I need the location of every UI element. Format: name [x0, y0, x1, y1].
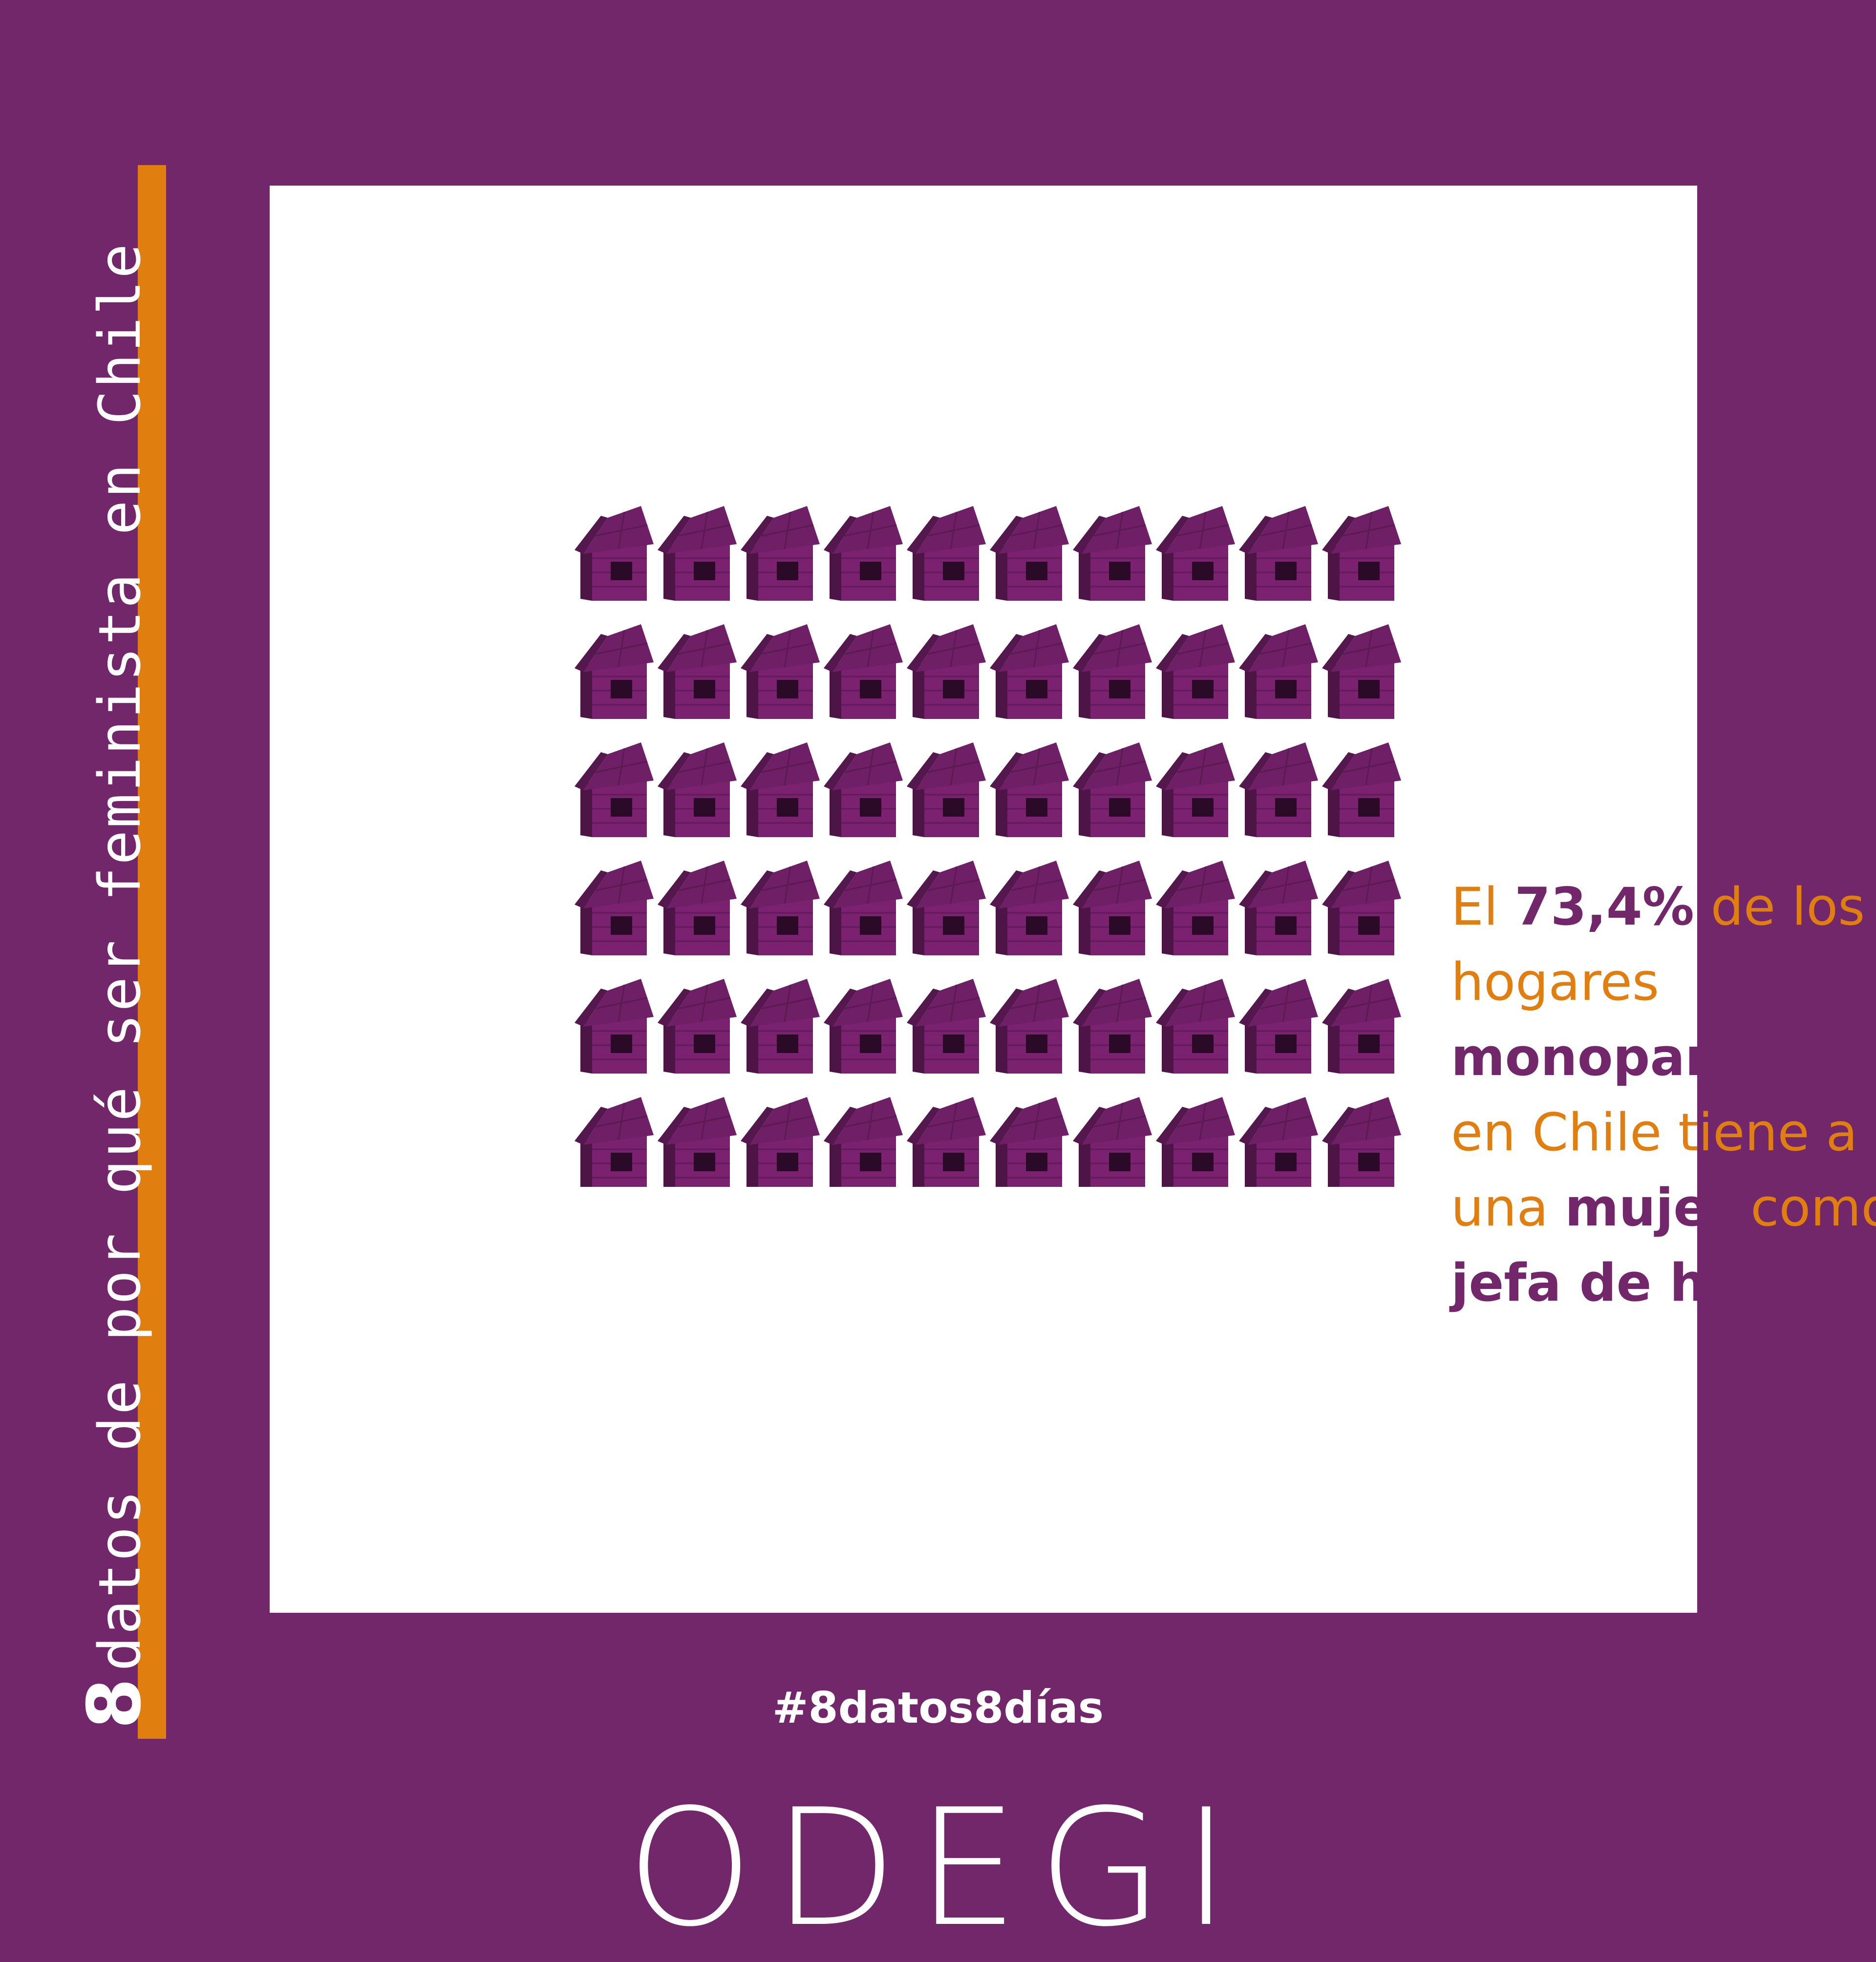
house-icon-highlighted	[907, 861, 986, 955]
house-icon-highlighted	[990, 742, 1069, 837]
house-icon-highlighted	[1239, 742, 1318, 837]
house-icon-highlighted	[575, 742, 654, 837]
house-icon-highlighted	[575, 861, 654, 955]
house-icon-highlighted	[824, 624, 903, 719]
house-icon-highlighted	[824, 742, 903, 837]
side-title-text: datos de por qué ser feminista en Chile	[86, 241, 153, 1671]
house-icon-highlighted	[658, 742, 737, 837]
house-icon-highlighted	[1073, 979, 1152, 1074]
house-icon-highlighted	[741, 742, 820, 837]
house-icon-highlighted	[1156, 979, 1235, 1074]
house-icon-highlighted	[907, 506, 986, 601]
house-icon-highlighted	[1073, 742, 1152, 837]
house-icon-highlighted	[1239, 979, 1318, 1074]
house-icon-highlighted	[658, 979, 737, 1074]
house-icon-highlighted	[1073, 624, 1152, 719]
house-icon-highlighted	[741, 979, 820, 1074]
house-icon-highlighted	[907, 624, 986, 719]
house-icon-highlighted	[1239, 506, 1318, 601]
house-icon-highlighted	[1239, 861, 1318, 955]
house-icon-highlighted	[990, 506, 1069, 601]
house-icon-highlighted	[1322, 742, 1401, 837]
house-icon-highlighted	[824, 1097, 903, 1187]
house-icon-highlighted	[741, 861, 820, 955]
house-icon-highlighted	[658, 506, 737, 601]
side-title: 8datos de por qué ser feminista en Chile	[68, 242, 166, 1729]
house-icon-highlighted	[824, 506, 903, 601]
house-icon-highlighted	[990, 624, 1069, 719]
house-icon-highlighted	[990, 861, 1069, 955]
house-icon-highlighted	[1239, 1097, 1318, 1187]
house-icon-highlighted	[1322, 1097, 1401, 1187]
house-icon-highlighted	[741, 1097, 820, 1187]
stat-text-part: como	[1750, 1178, 1876, 1238]
house-icon-highlighted	[741, 624, 820, 719]
house-icon-highlighted	[1322, 861, 1401, 955]
house-icon-highlighted	[1156, 506, 1235, 601]
house-icon-highlighted	[1156, 624, 1235, 719]
house-icon-highlighted	[907, 742, 986, 837]
house-icon-highlighted	[1322, 624, 1401, 719]
house-icon-highlighted	[824, 979, 903, 1074]
stat-text-part: de los hogares	[1451, 877, 1865, 1012]
stat-text: El 73,4% de los hogares monoparentales e…	[1451, 869, 1876, 1321]
content-panel: El 73,4% de los hogares monoparentales e…	[270, 186, 1876, 1613]
house-icon-highlighted	[907, 1097, 986, 1187]
stat-text-part: El	[1451, 877, 1515, 937]
house-icon-highlighted	[990, 1097, 1069, 1187]
waffle-chart	[575, 506, 1401, 1187]
stat-highlight: monoparentales	[1451, 1027, 1876, 1087]
house-icon-highlighted	[1322, 979, 1401, 1074]
house-icon-highlighted	[575, 506, 654, 601]
house-icon-highlighted	[1322, 506, 1401, 601]
house-icon-highlighted	[1073, 1097, 1152, 1187]
house-icon-highlighted	[575, 979, 654, 1074]
house-icon-highlighted	[1073, 506, 1152, 601]
stat-highlight: jefa de hogar	[1451, 1253, 1840, 1313]
house-icon-highlighted	[575, 1097, 654, 1187]
stat-percent: 73,4%	[1514, 877, 1694, 937]
house-icon-highlighted	[1239, 624, 1318, 719]
house-icon-highlighted	[1156, 742, 1235, 837]
house-icon-highlighted	[990, 979, 1069, 1074]
house-icon-highlighted	[907, 979, 986, 1074]
house-icon-highlighted	[658, 1097, 737, 1187]
house-icon-highlighted	[575, 624, 654, 719]
house-icon-highlighted	[1156, 1097, 1235, 1187]
stat-highlight: mujer	[1565, 1178, 1734, 1238]
stat-text-part: en Chile tiene a una	[1451, 1102, 1858, 1238]
odegi-logo: ODEGI	[626, 1774, 1250, 1962]
house-icon-highlighted	[1073, 861, 1152, 955]
house-icon-highlighted	[824, 861, 903, 955]
side-accent-bar	[138, 165, 166, 1739]
house-icon-highlighted	[658, 861, 737, 955]
house-icon-highlighted	[1156, 861, 1235, 955]
hashtag: #8datos8días	[772, 1683, 1104, 1733]
house-icon-highlighted	[741, 506, 820, 601]
house-icon-highlighted	[658, 624, 737, 719]
